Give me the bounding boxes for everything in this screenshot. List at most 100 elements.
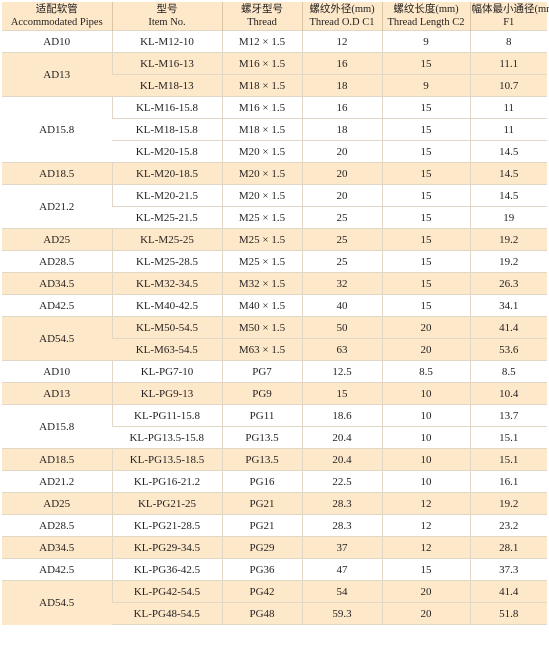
thread-length-cell: 10 xyxy=(381,448,470,471)
thread-cell: PG7 xyxy=(221,360,302,383)
thread-length-cell: 15 xyxy=(381,228,470,251)
thread-od-cell: 28.3 xyxy=(301,514,382,537)
pipe-cell: AD10 xyxy=(2,360,112,383)
thread-od-cell: 18.6 xyxy=(301,404,382,427)
table-row: AD34.5 KL-PG29-34.5 PG29 37 12 28.1 xyxy=(2,536,547,559)
thread-length-cell: 20 xyxy=(381,602,470,625)
min-bore-cell: 13.7 xyxy=(469,404,547,427)
table-header: 适配软管 Accommodated Pipes 型号 Item No. 螺牙型号 Th… xyxy=(2,2,549,31)
min-bore-cell: 19.2 xyxy=(469,228,547,251)
table-row: AD25 KL-PG21-25 PG21 28.3 12 19.2 xyxy=(2,492,547,515)
thread-cell: M50 × 1.5 xyxy=(221,316,302,339)
item-no-cell: KL-PG48-54.5 xyxy=(112,602,222,625)
thread-od-cell: 32 xyxy=(301,272,382,295)
header-item-no: 型号 Item No. xyxy=(111,2,222,31)
table-row: KL-PG13.5-15.8 PG13.5 20.4 10 15.1 xyxy=(2,426,547,449)
thread-od-cell: 59.3 xyxy=(301,602,382,625)
specs-table: 适配软管 Accommodated Pipes 型号 Item No. 螺牙型号 Th… xyxy=(2,2,549,625)
thread-cell: PG13.5 xyxy=(221,426,302,449)
table-row: KL-M18-15.8 M18 × 1.5 18 15 11 xyxy=(2,118,547,141)
pipe-cell: AD28.5 xyxy=(2,514,112,537)
thread-cell: PG48 xyxy=(221,602,302,625)
thread-cell: M20 × 1.5 xyxy=(221,140,302,163)
table-row: AD18.5 KL-M20-18.5 M20 × 1.5 20 15 14.5 xyxy=(2,162,547,185)
item-no-cell: KL-M25-28.5 xyxy=(111,250,222,273)
table-row: AD34.5 KL-M32-34.5 M32 × 1.5 32 15 26.3 xyxy=(2,272,547,295)
table-row: AD54.5 KL-M50-54.5 M50 × 1.5 50 20 41.4 xyxy=(2,316,547,361)
pipe-cell: AD10 xyxy=(2,30,112,53)
table-row: AD21.2 KL-M20-21.5 M20 × 1.5 20 15 14.5 xyxy=(2,184,547,229)
thread-length-cell: 12 xyxy=(381,514,470,537)
thread-od-cell: 12.5 xyxy=(301,360,382,383)
thread-cell: M20 × 1.5 xyxy=(221,162,302,185)
table-row: KL-M25-21.5 M25 × 1.5 25 15 19 xyxy=(2,206,547,229)
thread-cell: M40 × 1.5 xyxy=(221,294,302,317)
header-thread: 螺牙型号 Thread xyxy=(221,2,302,31)
table-row: AD10 KL-M12-10 M12 × 1.5 12 9 8 xyxy=(2,30,547,53)
thread-cell: PG21 xyxy=(221,514,302,537)
thread-length-cell: 9 xyxy=(381,74,470,97)
thread-cell: PG13.5 xyxy=(221,448,302,471)
header-thread-od: 螺纹外径(mm) Thread O.D C1 xyxy=(301,2,382,31)
min-bore-cell: 15.1 xyxy=(469,448,547,471)
item-no-cell: KL-PG36-42.5 xyxy=(111,558,222,581)
pipe-cell: AD34.5 xyxy=(2,536,112,559)
thread-od-cell: 54 xyxy=(301,580,382,603)
item-no-cell: KL-PG29-34.5 xyxy=(111,536,222,559)
pipe-cell: AD18.5 xyxy=(2,448,112,471)
pipe-cell: AD54.5 xyxy=(2,580,112,625)
thread-od-cell: 20 xyxy=(301,162,382,185)
thread-length-cell: 9 xyxy=(381,30,470,53)
pipe-cell: AD21.2 xyxy=(2,184,112,229)
pipe-cell: AD25 xyxy=(2,228,112,251)
min-bore-cell: 28.1 xyxy=(469,536,547,559)
thread-od-cell: 20.4 xyxy=(301,426,382,449)
thread-length-cell: 10 xyxy=(381,426,470,449)
thread-length-cell: 15 xyxy=(381,184,470,207)
thread-cell: M25 × 1.5 xyxy=(221,206,302,229)
pipe-cell: AD15.8 xyxy=(2,96,112,163)
thread-od-cell: 40 xyxy=(301,294,382,317)
thread-od-cell: 25 xyxy=(301,228,382,251)
thread-od-cell: 63 xyxy=(301,338,382,361)
min-bore-cell: 15.1 xyxy=(469,426,547,449)
thread-cell: PG11 xyxy=(221,404,302,427)
min-bore-cell: 19 xyxy=(469,206,547,229)
thread-length-cell: 15 xyxy=(381,162,470,185)
min-bore-cell: 8 xyxy=(469,30,547,53)
min-bore-cell: 41.4 xyxy=(469,316,547,339)
thread-cell: M25 × 1.5 xyxy=(221,228,302,251)
item-no-cell: KL-PG21-28.5 xyxy=(111,514,222,537)
table-row: AD21.2 KL-PG16-21.2 PG16 22.5 10 16.1 xyxy=(2,470,547,493)
item-no-cell: KL-M32-34.5 xyxy=(111,272,222,295)
pipe-cell: AD18.5 xyxy=(2,162,112,185)
thread-cell: PG21 xyxy=(221,492,302,515)
thread-od-cell: 15 xyxy=(301,382,382,405)
pipe-cell: AD13 xyxy=(2,382,112,405)
thread-od-cell: 18 xyxy=(301,74,382,97)
table-row: AD28.5 KL-M25-28.5 M25 × 1.5 25 15 19.2 xyxy=(2,250,547,273)
min-bore-cell: 23.2 xyxy=(469,514,547,537)
thread-od-cell: 37 xyxy=(301,536,382,559)
item-no-cell: KL-PG13.5-18.5 xyxy=(111,448,222,471)
table-row: AD13 KL-PG9-13 PG9 15 10 10.4 xyxy=(2,382,547,405)
pipe-cell: AD21.2 xyxy=(2,470,112,493)
thread-length-cell: 12 xyxy=(381,492,470,515)
thread-cell: M25 × 1.5 xyxy=(221,250,302,273)
thread-cell: M18 × 1.5 xyxy=(221,118,302,141)
item-no-cell: KL-M63-54.5 xyxy=(112,338,222,361)
thread-od-cell: 12 xyxy=(301,30,382,53)
thread-od-cell: 20 xyxy=(301,140,382,163)
min-bore-cell: 11.1 xyxy=(469,52,547,75)
item-no-cell: KL-PG13.5-15.8 xyxy=(112,426,222,449)
thread-od-cell: 25 xyxy=(301,206,382,229)
min-bore-cell: 10.7 xyxy=(469,74,547,97)
thread-cell: M32 × 1.5 xyxy=(221,272,302,295)
table-row: AD25 KL-M25-25 M25 × 1.5 25 15 19.2 xyxy=(2,228,547,251)
thread-cell: M63 × 1.5 xyxy=(221,338,302,361)
table-row: AD42.5 KL-PG36-42.5 PG36 47 15 37.3 xyxy=(2,558,547,581)
thread-cell: M12 × 1.5 xyxy=(221,30,302,53)
header-thread-length: 螺纹长度(mm) Thread Length C2 xyxy=(381,2,470,31)
thread-length-cell: 20 xyxy=(381,580,470,603)
item-no-cell: KL-M16-15.8 xyxy=(111,96,222,119)
